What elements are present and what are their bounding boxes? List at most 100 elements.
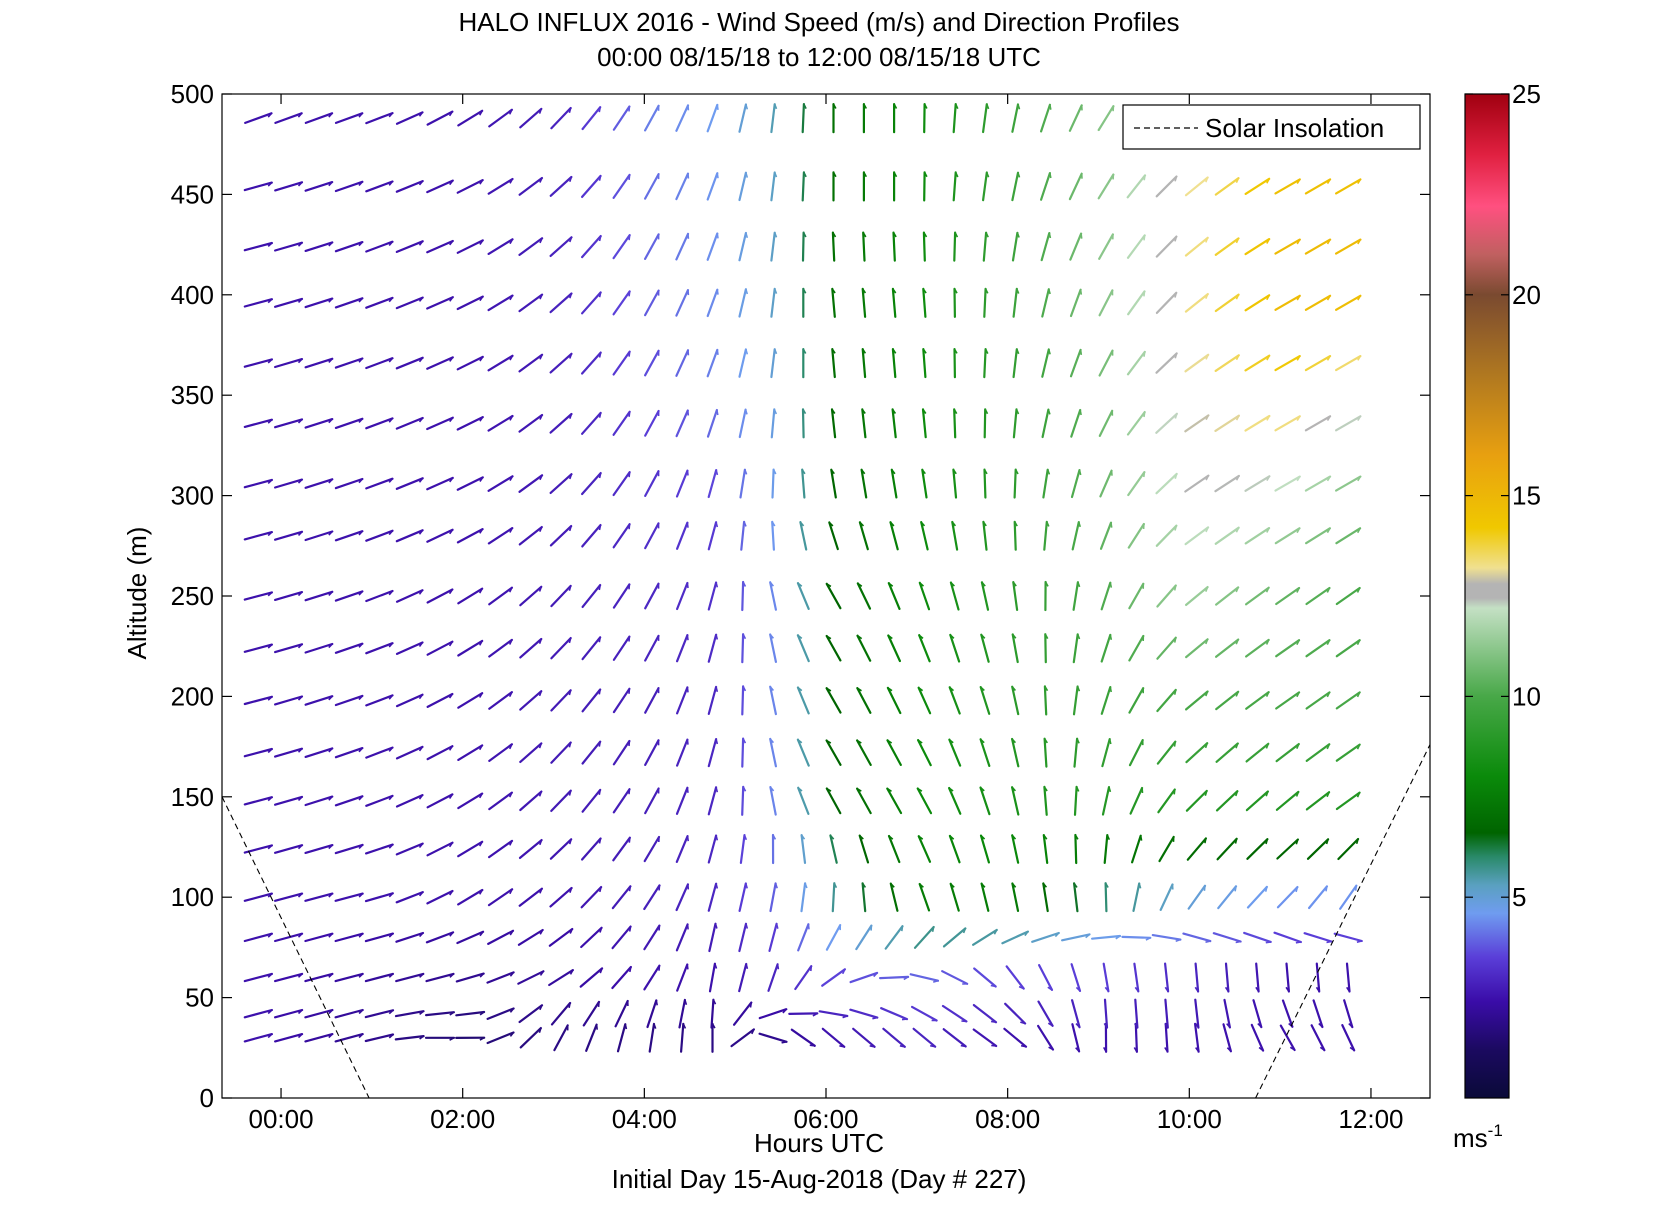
wind-vector [1098,349,1114,377]
wind-vector [1132,882,1142,913]
wind-vector [1276,838,1300,860]
wind-vector [1275,742,1300,763]
wind-vector [274,892,304,902]
y-tick-label: 100 [171,882,214,912]
wind-vector [487,177,514,195]
wind-vector [1244,586,1270,606]
wind-vector [1071,520,1081,551]
wind-vector [1214,177,1240,196]
wind-vector [395,842,424,856]
wind-vector [1011,633,1019,664]
wind-vector [1335,586,1361,606]
wind-vector [644,522,660,550]
wind-vector [519,107,543,129]
wind-vector [981,171,990,202]
wind-vector [487,888,514,907]
wind-vector [274,418,304,429]
wind-vector [426,841,454,857]
wind-vector [825,582,842,610]
wind-vector [1275,639,1301,658]
wind-vector [1031,931,1060,943]
wind-vector [274,297,304,308]
wind-vector [426,110,454,126]
y-tick-label: 450 [171,179,214,209]
wind-vector [334,694,364,707]
wind-vector [243,892,273,902]
wind-vector [581,106,602,131]
wind-vector [1072,882,1079,913]
wind-vector [548,927,574,947]
wind-vector [304,843,334,855]
wind-vector [1101,785,1112,816]
wind-vector [942,927,967,948]
wind-vector [644,409,660,437]
legend-label: Solar Insolation [1205,113,1384,143]
wind-vector [708,922,718,953]
wind-vector [794,964,813,991]
wind-vector [1341,1023,1356,1052]
wind-vector [426,745,454,761]
wind-vector [892,231,897,262]
wind-vector [519,637,543,659]
wind-vector [1069,232,1083,261]
x-axis-label-secondary: Initial Day 15-Aug-2018 (Day # 227) [612,1164,1027,1194]
wind-vector [1214,474,1241,493]
wind-vector [1070,408,1082,438]
wind-vector [304,747,334,759]
legend: Solar Insolation [1122,104,1421,150]
wind-vector [1184,414,1210,433]
wind-vector [519,585,543,607]
wind-vector [770,348,778,379]
wind-vector [304,932,334,943]
wind-vector [1244,414,1271,432]
wind-vector [1156,584,1177,608]
wind-vector [675,738,689,767]
colorbar-scale [1464,93,1510,1099]
wind-vector [456,239,484,254]
wind-vector [1133,962,1140,993]
wind-vector [580,291,602,315]
wind-vector [1044,580,1049,612]
wind-vector [426,239,454,254]
wind-vector [951,520,959,551]
wind-vector [304,642,334,654]
wind-vector [1252,999,1263,1029]
wind-vector [831,348,836,379]
wind-vector [769,685,778,716]
wind-vector [1127,290,1146,316]
wind-vector [488,791,513,811]
wind-vector [858,521,869,551]
wind-vector [1069,348,1083,378]
wind-vector [243,695,273,706]
wind-vector [1121,935,1152,941]
wind-vector [1306,838,1330,860]
wind-vector [243,478,273,489]
wind-vector [1068,172,1083,201]
wind-vector [274,112,303,125]
wind-vector [395,641,424,656]
solar-insolation-lines [221,744,1431,1099]
wind-vector [517,970,545,985]
wind-vector [1060,933,1091,942]
wind-vector [678,998,688,1029]
wind-vector [1126,234,1146,259]
wind-vector [548,968,575,987]
y-tick-label: 0 [200,1083,214,1113]
wind-vector [334,843,364,855]
wind-vector [1073,737,1080,768]
wind-vector [1070,963,1082,993]
wind-vector [426,889,454,905]
wind-vector [243,1032,273,1043]
wind-vector [979,685,991,715]
wind-vector [1339,884,1358,910]
wind-vector [1157,788,1176,814]
wind-vector [611,925,632,950]
wind-vector [1274,355,1301,372]
wind-vector [1072,685,1081,716]
wind-vector [890,468,898,499]
wind-vector [855,787,872,815]
wind-vector [891,408,897,439]
wind-vector [426,476,454,491]
wind-vector [1013,468,1019,499]
wind-vector [1215,790,1239,812]
